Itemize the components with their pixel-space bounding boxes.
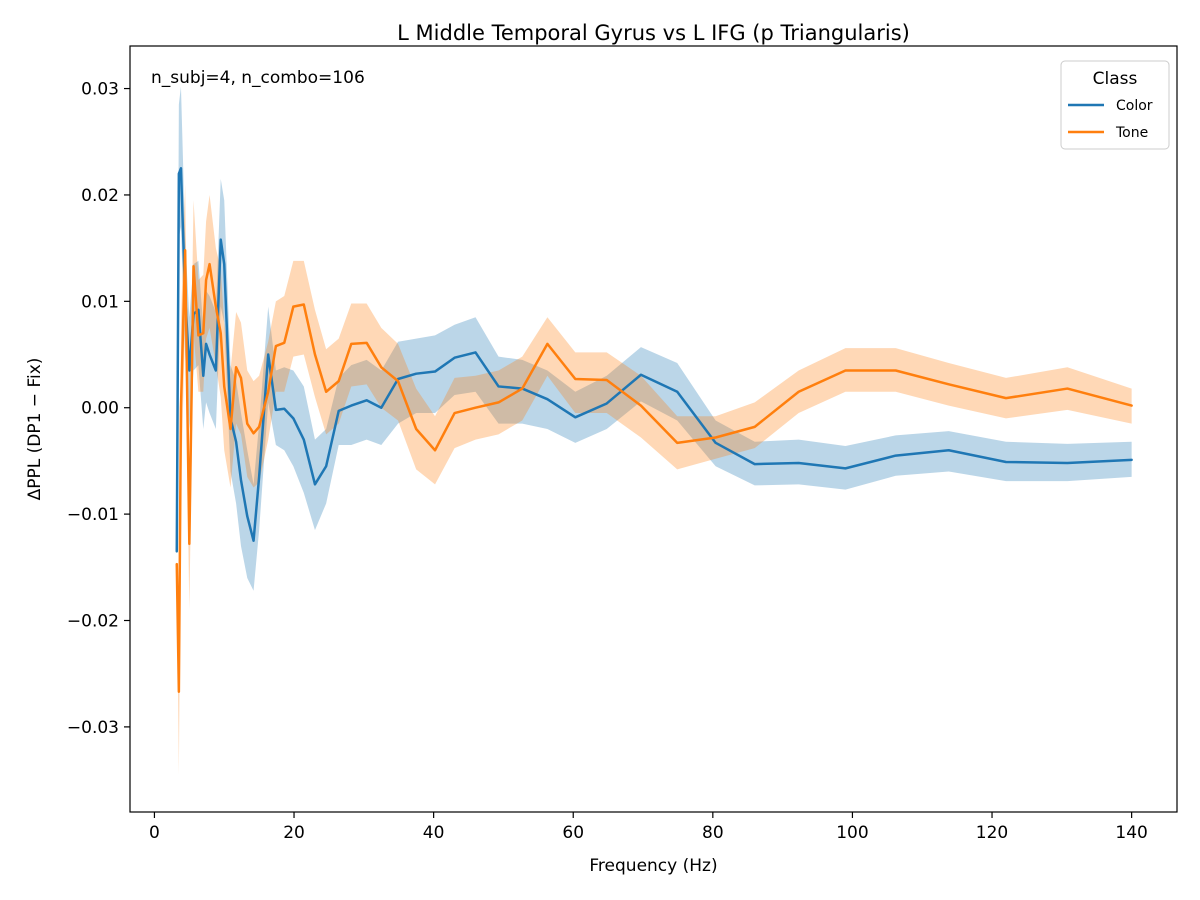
y-tick-label: −0.01 — [67, 505, 119, 525]
y-tick-label: −0.03 — [67, 718, 119, 738]
y-tick-label: 0.03 — [81, 80, 119, 100]
series-lines — [175, 167, 1133, 694]
legend-title: Class — [1093, 69, 1138, 89]
y-tick-label: −0.02 — [67, 612, 119, 632]
y-axis-title: ΔPPL (DP1 − Fix) — [25, 358, 45, 501]
band-color — [176, 86, 1132, 591]
x-tick-label: 100 — [836, 823, 868, 843]
x-tick-label: 60 — [562, 823, 584, 843]
x-tick-label: 0 — [149, 823, 160, 843]
x-tick-label: 140 — [1115, 823, 1147, 843]
confidence-bands — [176, 86, 1132, 775]
series-line-tone — [175, 249, 1133, 694]
y-axis-ticks: −0.03 −0.02 −0.01 0.00 0.01 0.02 0.03 — [67, 80, 130, 738]
legend-label-color: Color — [1116, 98, 1153, 114]
y-tick-label: 0.00 — [81, 399, 119, 419]
x-tick-label: 80 — [702, 823, 724, 843]
x-tick-label: 20 — [283, 823, 305, 843]
legend: Class Color Tone — [1060, 60, 1170, 150]
chart-title: L Middle Temporal Gyrus vs L IFG (p Tria… — [397, 21, 910, 45]
x-axis-ticks: 0 20 40 60 80 100 120 140 — [149, 812, 1148, 843]
x-tick-label: 120 — [976, 823, 1008, 843]
series-line-color — [175, 167, 1133, 553]
legend-box — [1060, 60, 1170, 150]
sample-size-annotation: n_subj=4, n_combo=106 — [151, 68, 365, 88]
y-tick-label: 0.01 — [81, 292, 119, 312]
legend-label-tone: Tone — [1115, 125, 1148, 141]
x-tick-label: 40 — [423, 823, 445, 843]
y-tick-label: 0.02 — [81, 186, 119, 206]
plot-frame — [129, 45, 1178, 813]
x-axis-title: Frequency (Hz) — [589, 856, 717, 876]
